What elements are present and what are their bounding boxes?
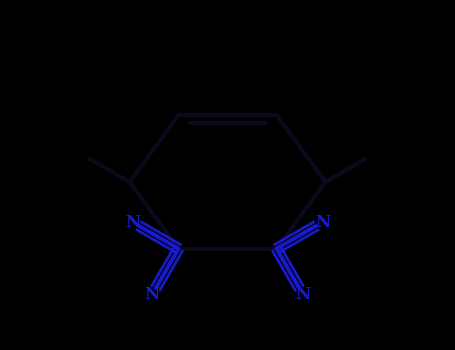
Text: N: N	[144, 286, 159, 303]
Text: N: N	[125, 214, 140, 231]
Text: N: N	[315, 214, 330, 231]
Text: N: N	[296, 286, 311, 303]
